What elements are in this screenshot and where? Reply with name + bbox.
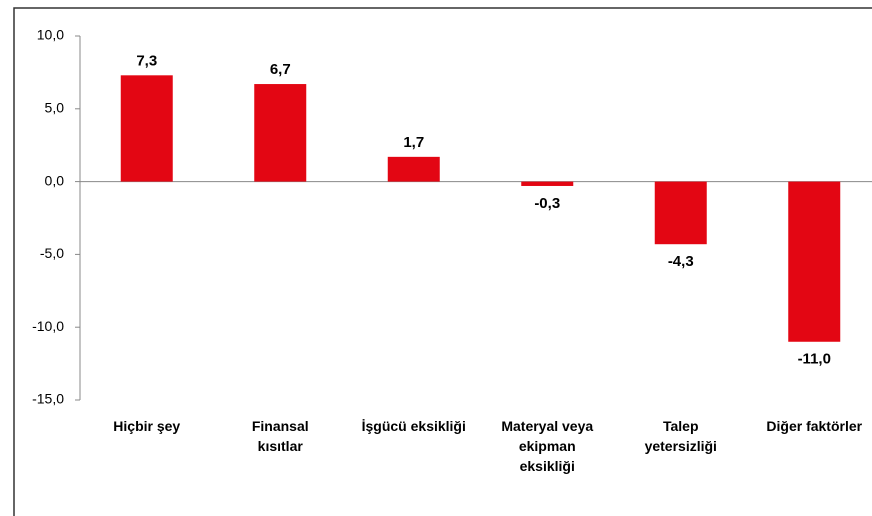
value-label: 7,3 bbox=[136, 52, 157, 69]
bar bbox=[788, 181, 841, 342]
y-tick-label: 10,0 bbox=[37, 27, 64, 43]
value-label: -4,3 bbox=[668, 253, 694, 270]
x-tick-label: Diğer faktörler bbox=[766, 418, 863, 434]
x-tick-label: Hiçbir şey bbox=[113, 418, 181, 434]
x-tick-label: Materyal veya ekipman eksikliği bbox=[501, 418, 594, 474]
value-label: -11,0 bbox=[798, 351, 831, 368]
value-label: -0,3 bbox=[534, 195, 560, 212]
bar bbox=[120, 75, 173, 182]
y-tick-label: -15,0 bbox=[32, 391, 64, 407]
y-tick-label: 0,0 bbox=[45, 172, 65, 188]
frame bbox=[13, 7, 872, 516]
bar bbox=[387, 156, 440, 182]
y-tick-label: 5,0 bbox=[45, 100, 65, 116]
bar bbox=[521, 181, 574, 186]
value-label: 1,7 bbox=[403, 134, 424, 151]
x-tick-label: Finansal kısıtlar bbox=[251, 418, 309, 454]
value-label: 6,7 bbox=[270, 61, 291, 78]
y-tick-label: -5,0 bbox=[40, 245, 64, 261]
y-tick-label: -10,0 bbox=[32, 318, 64, 334]
x-tick-label: Talep yetersizliği bbox=[644, 418, 717, 454]
bar bbox=[254, 84, 307, 182]
bar bbox=[654, 181, 707, 245]
x-tick-label: İşgücü eksikliği bbox=[361, 418, 466, 434]
